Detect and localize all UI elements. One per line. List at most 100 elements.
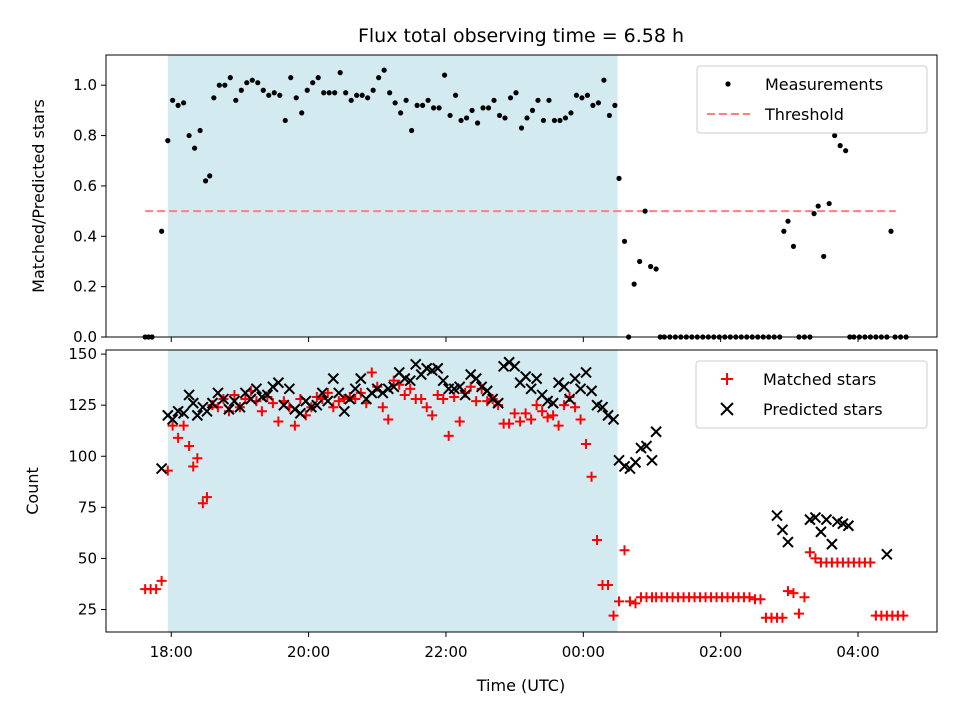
measurements-point (529, 107, 536, 113)
matched-stars-point (744, 592, 755, 603)
predicted-stars-point (261, 389, 274, 401)
measurements-point (398, 110, 404, 116)
predicted-stars-point (283, 383, 296, 395)
predicted-stars-point (333, 387, 345, 399)
predicted-stars-point (881, 548, 893, 561)
matched-stars-point (537, 406, 548, 417)
measurements-point (414, 102, 420, 108)
matched-stars-point (322, 387, 333, 398)
predicted-stars-point (492, 397, 504, 409)
matched-stars-point (256, 406, 267, 417)
matched-stars-point (548, 410, 559, 421)
measurements-point (551, 117, 558, 124)
matched-stars-point (592, 535, 603, 546)
measurements-point (568, 110, 574, 116)
matched-stars-point (333, 396, 344, 407)
matched-stars-point (865, 557, 876, 568)
predicted-stars-point (771, 509, 783, 522)
measurements-point (365, 95, 371, 101)
matched-stars-point (197, 498, 208, 509)
measurements-point (653, 266, 659, 272)
measurements-point (392, 100, 398, 106)
matched-stars-point (432, 389, 443, 400)
measurements-point (826, 200, 832, 207)
predicted-stars-point (820, 513, 833, 526)
measurements-point (790, 243, 797, 249)
measurements-point (557, 117, 563, 124)
x-tick-label: 02:00 (699, 643, 742, 661)
matched-stars-point (504, 418, 515, 429)
measurements-point (832, 132, 838, 139)
matched-stars-point (438, 394, 449, 405)
matched-stars-point (608, 610, 619, 621)
matched-stars-point (289, 420, 300, 431)
predicted-stars-point (782, 536, 794, 548)
legend-threshold-label: Threshold (764, 105, 844, 124)
matched-stars-point (581, 439, 592, 449)
predicted-stars-point (191, 409, 204, 422)
measurements-point (621, 238, 628, 244)
predicted-stars-point (338, 405, 351, 418)
predicted-stars-point (223, 403, 235, 415)
measurements-point (843, 148, 849, 154)
predicted-stars-point (508, 360, 521, 373)
predicted-stars-point (646, 454, 658, 467)
matched-stars-point (777, 612, 788, 623)
measurements-point (310, 80, 316, 86)
predicted-stars-point (580, 366, 592, 379)
measurements-point (321, 90, 327, 96)
matched-stars-point (427, 410, 438, 421)
legend-measurements-label: Measurements (765, 75, 883, 94)
predicted-stars-point (596, 401, 609, 413)
measurements-point (546, 97, 552, 103)
measurements-point (170, 97, 176, 103)
measurements-point (601, 77, 607, 83)
measurements-point (354, 92, 360, 98)
measurements-point (409, 127, 415, 134)
measurements-point (260, 87, 266, 93)
counts-panel-marks (140, 356, 909, 623)
measurements-point (304, 87, 310, 93)
predicted-stars-point (410, 358, 422, 371)
measurements-point (496, 112, 503, 119)
measurements-point (452, 92, 459, 98)
matched-stars-point (388, 375, 399, 386)
measurements-point (540, 117, 547, 124)
matched-stars-point (350, 394, 361, 405)
predicted-stars-point (629, 456, 642, 469)
counts-panel: 25 50 75 100 125 150 18:00 20:00 22:00 00:00 02:0… (23, 345, 938, 661)
predicted-stars-point (481, 385, 493, 397)
x-axis-label: Time (UTC) (476, 676, 565, 695)
ratio-y-tick-label: 0.0 (73, 328, 97, 346)
matched-stars-point (553, 420, 564, 431)
predicted-stars-point (344, 393, 356, 405)
predicted-stars-point (388, 381, 400, 393)
ratio-y-tick-label: 0.2 (73, 278, 97, 296)
x-tick-label: 22:00 (424, 643, 467, 661)
measurements-point (631, 281, 637, 287)
predicted-stars-point (453, 381, 466, 393)
counts-legend-box (695, 360, 928, 429)
predicted-stars-point (530, 372, 543, 385)
matched-stars-point (421, 402, 432, 413)
measurements-point (211, 95, 217, 101)
counts-y-tick-label: 125 (68, 396, 97, 414)
predicted-stars-point (563, 393, 576, 405)
matched-stars-point (509, 408, 520, 419)
matched-stars-point (151, 584, 162, 595)
predicted-stars-point (585, 385, 598, 397)
predicted-stars-point (155, 462, 168, 475)
measurements-point (425, 97, 431, 103)
counts-y-axis-label: Count (23, 467, 42, 515)
measurements-point (447, 112, 453, 119)
predicted-stars-point (470, 372, 482, 385)
matched-stars-point (782, 586, 793, 597)
matched-stars-point (603, 580, 614, 590)
ratio-y-tick-label: 0.4 (73, 227, 97, 245)
predicted-stars-point (250, 383, 263, 395)
matched-stars-point (184, 441, 195, 452)
predicted-stars-point (349, 383, 362, 395)
matched-stars-point (383, 414, 394, 425)
matched-stars-point (542, 412, 553, 423)
measurements-point (186, 132, 192, 139)
